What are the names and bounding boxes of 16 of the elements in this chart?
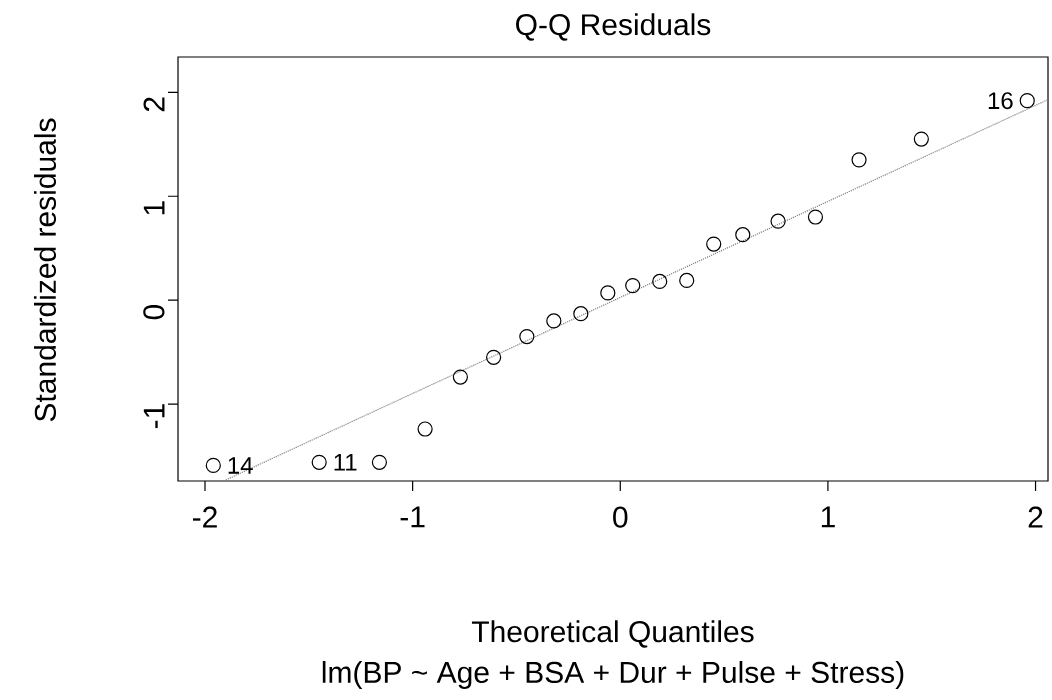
annotation: 16 [988, 92, 1013, 110]
y-tick-label: -1 [143, 404, 165, 429]
y-tick-label: 0 [143, 304, 165, 320]
y-axis-title: Standardized residuals [33, 118, 57, 422]
x-tick-label: -2 [193, 506, 217, 528]
x-tick-label: 1 [821, 506, 835, 528]
x-tick-label: 0 [613, 506, 628, 528]
y-tick-label: 1 [143, 201, 165, 215]
chart-title: Q-Q Residuals [516, 13, 711, 41]
x-axis-title: Theoretical Quantiles [471, 620, 754, 648]
text: lm(BP ~ Age + BSA + Dur + Pulse + Stress) [322, 661, 904, 689]
y-tick-label: 2 [143, 97, 165, 112]
x-tick-label: -1 [400, 506, 425, 528]
x-tick-label: 2 [1028, 506, 1043, 528]
annotation: 11 [334, 454, 357, 471]
annotation: 14 [228, 457, 253, 474]
